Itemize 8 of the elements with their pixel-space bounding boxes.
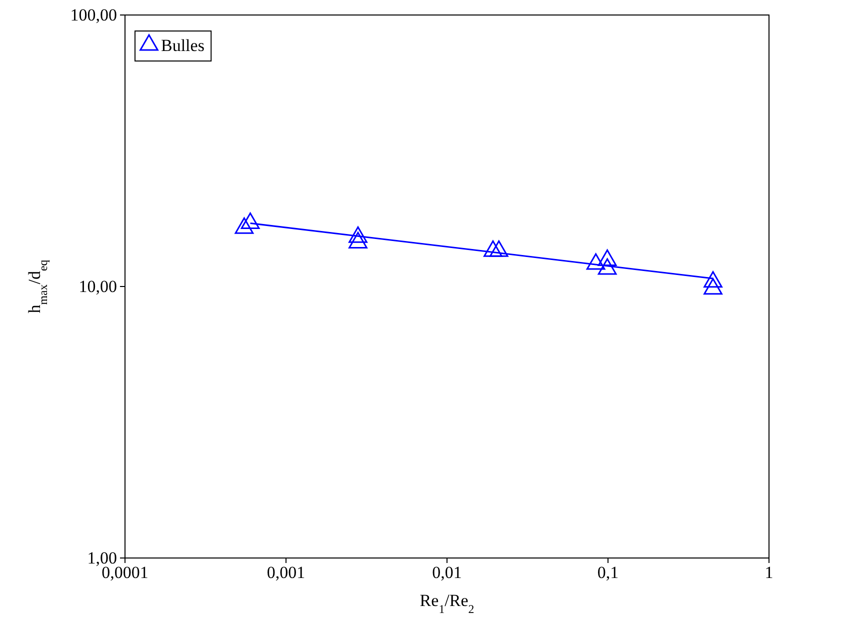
x-tick-label: 0,1	[597, 563, 619, 582]
x-tick-label: 0,001	[266, 563, 306, 582]
x-tick-label: 1	[764, 563, 774, 582]
legend-label: Bulles	[161, 36, 204, 55]
x-tick-label: 0,01	[432, 563, 462, 582]
y-tick-label: 100,00	[70, 5, 117, 24]
y-tick-label: 10,00	[78, 276, 117, 296]
x-axis-title: Re$_{1}$/Re$_{2}$	[420, 591, 474, 616]
